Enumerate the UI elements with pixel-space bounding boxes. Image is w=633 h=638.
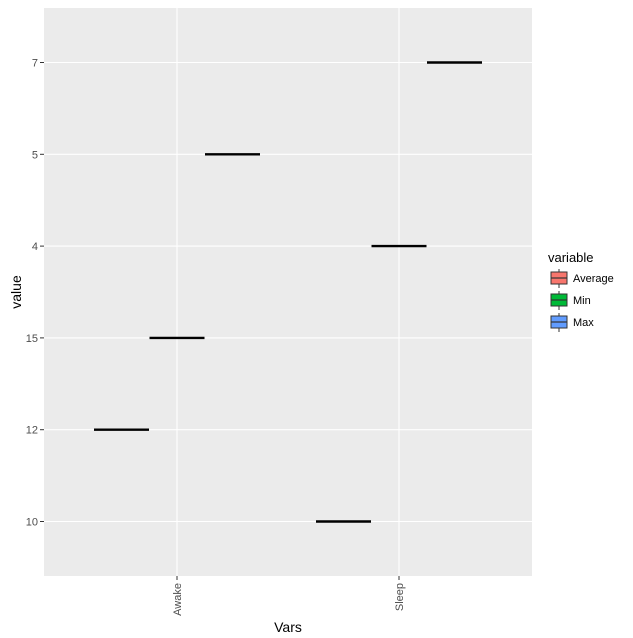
y-tick-label: 4 xyxy=(32,241,38,253)
x-axis-title: Vars xyxy=(274,619,302,635)
legend-item-min: Min xyxy=(550,291,591,310)
x-tick-label: Awake xyxy=(172,583,184,616)
y-tick-label: 5 xyxy=(32,149,38,161)
legend-item-average: Average xyxy=(550,269,614,288)
legend-label-max: Max xyxy=(573,317,594,329)
y-tick-label: 12 xyxy=(26,425,38,437)
legend-item-max: Max xyxy=(550,313,594,332)
legend-label-min: Min xyxy=(573,295,591,307)
x-gridlines xyxy=(176,8,400,576)
y-tick-label: 7 xyxy=(32,58,38,70)
y-axis-title: value xyxy=(8,275,24,309)
y-tick-label: 15 xyxy=(26,333,38,345)
y-axis: 10 12 15 4 5 7 xyxy=(26,58,44,529)
y-tick-label: 10 xyxy=(26,517,38,529)
plot-panel xyxy=(44,8,532,576)
x-tick-label: Sleep xyxy=(394,583,406,611)
legend-label-average: Average xyxy=(573,273,614,285)
legend-title: variable xyxy=(548,250,594,265)
data-marks xyxy=(94,61,482,523)
x-axis: Awake Sleep xyxy=(172,576,406,616)
legend: variable Average Min Max xyxy=(548,250,614,332)
